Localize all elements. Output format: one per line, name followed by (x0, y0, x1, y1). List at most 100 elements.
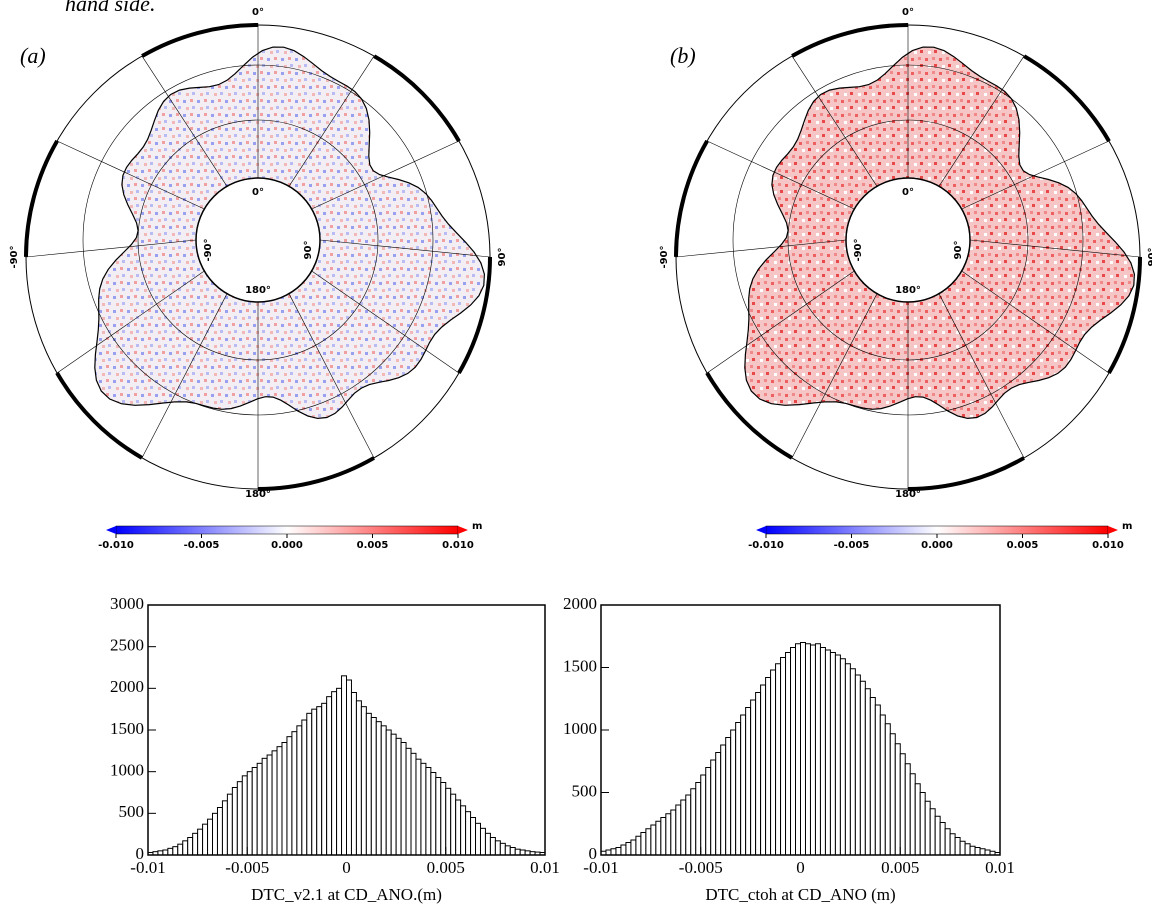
histogram-bar (800, 642, 806, 856)
histogram-bar (685, 794, 692, 856)
inner-label: 0° (902, 187, 914, 198)
pole-hole (195, 177, 321, 303)
panel-label: (a) (20, 43, 46, 68)
histogram-bar (675, 804, 682, 856)
meridian (288, 293, 375, 459)
x-tick-label: -0.005 (679, 858, 723, 877)
histogram-bar (316, 706, 323, 856)
histogram-bar (306, 712, 313, 856)
histogram-bar (869, 697, 876, 856)
histogram-bar (494, 840, 501, 856)
histogram-bar (380, 725, 387, 856)
histogram-bar (251, 767, 258, 856)
y-tick-label: 1500 (563, 656, 597, 675)
histogram-bar (192, 832, 199, 856)
histogram-bar (256, 762, 263, 856)
colorbar (765, 525, 1109, 535)
histogram-bar (187, 837, 194, 856)
histogram-bar (700, 774, 707, 856)
histogram-bar (645, 828, 652, 856)
meridian (961, 270, 1110, 374)
histogram-bar (430, 772, 437, 856)
meridian (706, 140, 855, 210)
histogram-bar (276, 746, 283, 856)
histogram-bar (479, 827, 486, 856)
histogram-bar (615, 847, 622, 856)
histogram-bar (904, 763, 911, 856)
outer-label: 180° (245, 489, 271, 500)
inner-label: 90° (953, 241, 964, 260)
histogram-bar (844, 663, 851, 856)
histogram-bar (660, 817, 667, 856)
meridian (56, 270, 205, 374)
colorbar (115, 525, 459, 535)
histogram-bar (355, 700, 362, 856)
histogram-bar (929, 808, 936, 856)
histogram-bar (365, 712, 372, 856)
histogram-bar (924, 800, 931, 856)
histogram-bar (236, 781, 243, 856)
histogram-bar (455, 799, 462, 856)
histogram-bar (939, 822, 946, 856)
meridian (961, 140, 1110, 210)
histogram-bar (790, 647, 797, 856)
colorbar-arrow (458, 526, 468, 534)
histogram-bar (246, 771, 253, 856)
histogram-bar (780, 657, 787, 856)
histogram-bar (360, 706, 367, 856)
histogram-bar (735, 722, 742, 856)
histogram-bar (640, 832, 647, 856)
y-tick-label: 0 (589, 844, 598, 863)
x-tick-label: -0.01 (583, 858, 618, 877)
colorbar-tick-label: 0.005 (1007, 540, 1039, 551)
histogram-bar (341, 675, 348, 856)
colorbar-tick-label: 0.010 (442, 540, 474, 551)
inner-label: 90° (303, 241, 314, 260)
histogram-bar (814, 643, 821, 856)
histogram-bar (899, 753, 906, 856)
colorbar-tick-label: 0.000 (921, 540, 953, 551)
colorbar-tick-label: -0.005 (184, 540, 220, 551)
histogram-bar (919, 792, 926, 856)
histogram-bar (934, 815, 941, 856)
meridian (706, 270, 855, 374)
histogram-bar (331, 691, 338, 856)
histogram-bar (745, 707, 752, 856)
x-axis-label: DTC_v2.1 at CD_ANO.(m) (251, 885, 442, 904)
histogram-bar (625, 842, 632, 856)
meridian (288, 55, 375, 187)
histogram-bar (241, 775, 248, 856)
x-tick-label: 0.01 (985, 858, 1015, 877)
meridian (311, 140, 460, 210)
histogram-bar (690, 788, 697, 856)
histogram-bar (207, 818, 214, 856)
histogram-bar (465, 811, 472, 856)
inner-label: 0° (252, 187, 264, 198)
histogram-bar (740, 714, 747, 856)
histogram-bar (969, 845, 976, 856)
histogram-bar (296, 725, 303, 856)
x-tick-label: 0.005 (881, 858, 919, 877)
histogram-bar (964, 843, 971, 856)
histogram-bar (226, 793, 233, 856)
colorbar-arrow (1108, 526, 1118, 534)
colorbar-unit: m (472, 521, 482, 532)
histogram-bar (879, 714, 886, 856)
histogram-bar (405, 747, 412, 856)
panel-label: (b) (670, 43, 696, 68)
histogram-bar (755, 692, 762, 856)
histogram-bar (385, 729, 392, 856)
histogram-bar (954, 837, 961, 856)
histogram-bar (630, 839, 637, 856)
histogram-bar (286, 736, 293, 856)
histogram-bar (765, 677, 772, 856)
meridian (791, 293, 878, 459)
outer-label: -90° (9, 245, 20, 268)
caption-fragment: hand side. (65, 0, 155, 16)
histogram-bar (445, 787, 452, 856)
histogram-bar (974, 847, 981, 856)
y-tick-label: 1000 (110, 761, 144, 780)
histogram-bar (894, 743, 901, 856)
histogram-bar (336, 687, 343, 856)
